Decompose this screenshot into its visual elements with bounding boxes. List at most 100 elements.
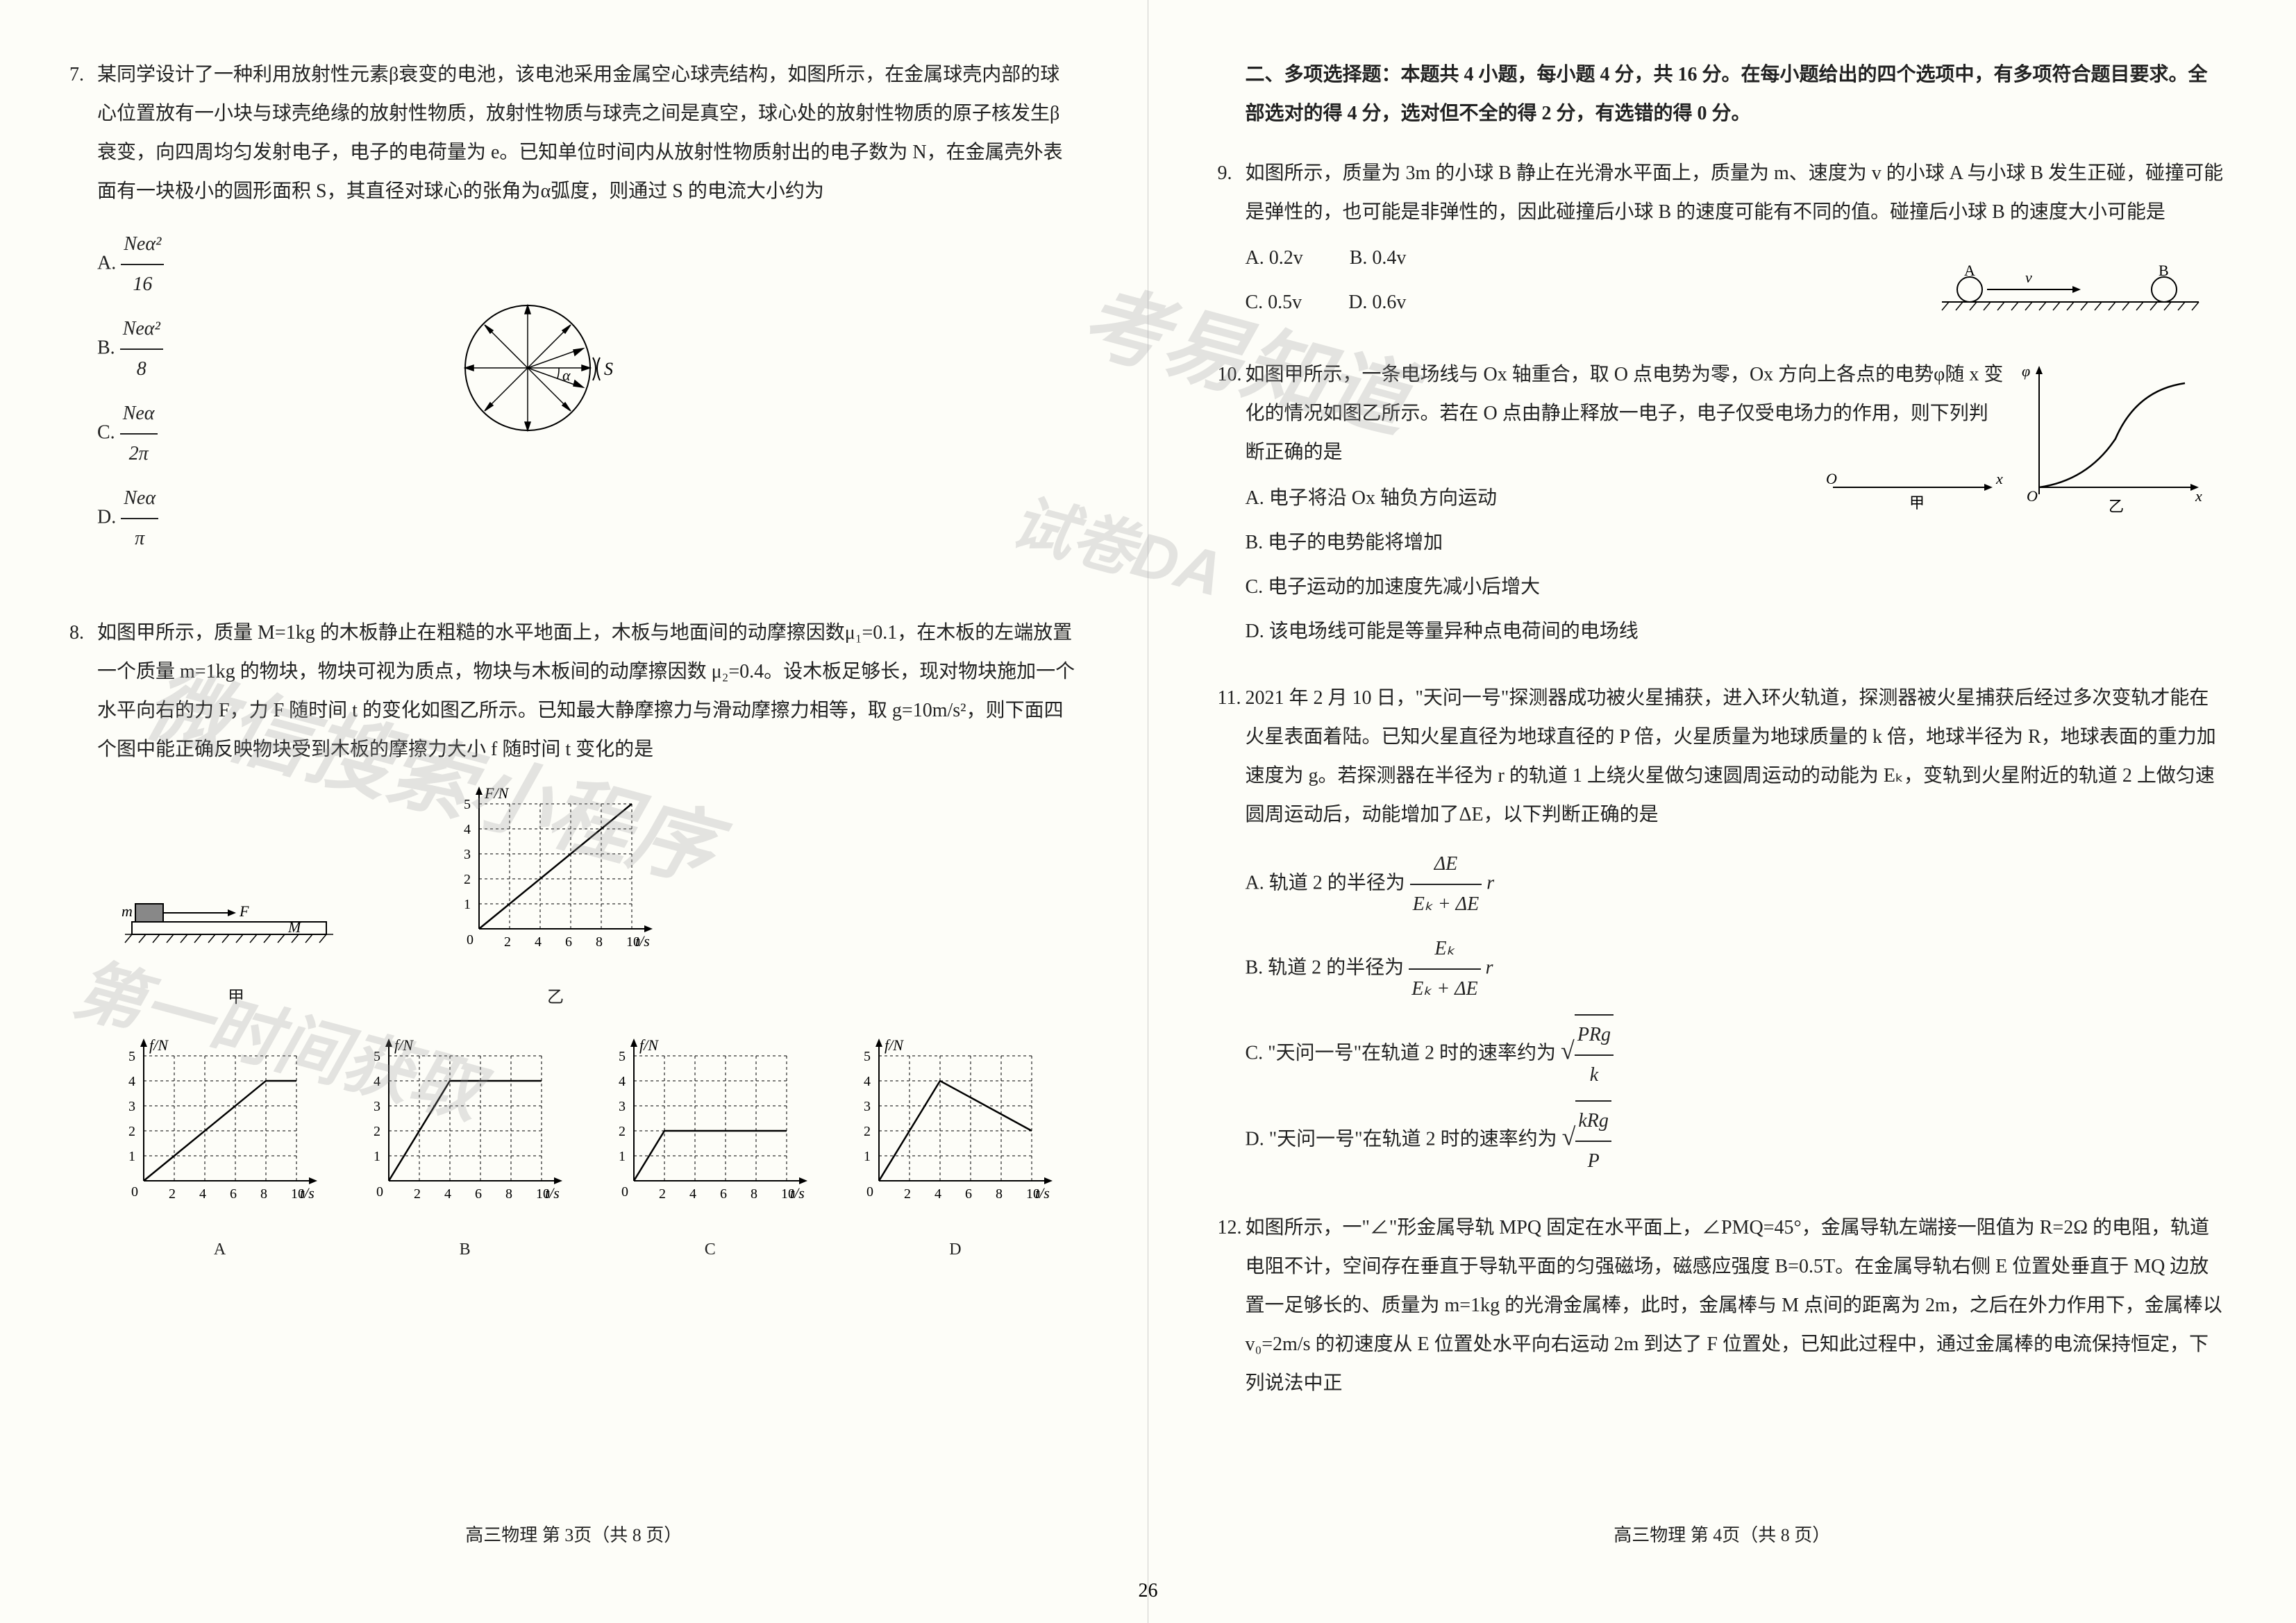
svg-text:f/N: f/N	[639, 1036, 659, 1054]
svg-text:4: 4	[935, 1186, 941, 1202]
svg-text:4: 4	[689, 1186, 696, 1202]
svg-text:6: 6	[230, 1186, 237, 1202]
svg-text:f/N: f/N	[394, 1036, 414, 1054]
fraction: ΔE Eₖ + ΔE	[1410, 845, 1482, 924]
denominator: 16	[121, 265, 164, 304]
numerator: PRg	[1575, 1016, 1614, 1056]
b-label: B	[2159, 265, 2169, 279]
sqrt-fraction: kRg P	[1575, 1100, 1611, 1181]
q7-number: 7.	[69, 56, 97, 94]
q10-number: 10.	[1218, 355, 1246, 394]
q9-option-b: B. 0.4v	[1350, 239, 1407, 278]
svg-text:3: 3	[864, 1099, 871, 1114]
q11-option-a: A. 轨道 2 的半径为 ΔE Eₖ + ΔE r	[1246, 845, 2227, 924]
question-11: 11. 2021 年 2 月 10 日，"天问一号"探测器成功被火星捕获，进入环…	[1218, 679, 2227, 1181]
section-2-header: 二、多项选择题：本题共 4 小题，每小题 4 分，共 16 分。在每小题给出的四…	[1246, 56, 2227, 133]
denominator: 8	[120, 350, 163, 389]
question-12: 12. 如图所示，一"∠"形金属导轨 MPQ 固定在水平面上，∠PMQ=45°，…	[1218, 1209, 2227, 1403]
svg-text:3: 3	[464, 847, 471, 862]
caption-jia: 甲	[1909, 494, 1925, 512]
denominator: Eₖ + ΔE	[1409, 970, 1480, 1009]
q10-diagram-bottom: φ O x 乙	[2018, 355, 2213, 522]
q7-option-d: D. Neα π	[97, 479, 1078, 558]
opt-label: D. "天问一号"在轨道 2 时的速率约为	[1246, 1128, 1557, 1150]
svg-text:8: 8	[996, 1186, 1003, 1202]
svg-text:0: 0	[621, 1184, 628, 1200]
svg-text:5: 5	[619, 1049, 626, 1064]
svg-text:1: 1	[864, 1149, 871, 1164]
opt-label: A.	[97, 252, 116, 274]
a-label: A	[1964, 265, 1975, 279]
label-a: A	[109, 1233, 331, 1266]
svg-text:4: 4	[619, 1074, 626, 1089]
x-label: x	[2195, 487, 2202, 505]
opt-label: C.	[97, 421, 115, 443]
svg-text:f/N: f/N	[149, 1036, 169, 1054]
question-9: 9. 如图所示，质量为 3m 的小球 B 静止在光滑水平面上，质量为 m、速度为…	[1218, 154, 2227, 328]
svg-text:t/s: t/s	[790, 1184, 805, 1202]
svg-text:4: 4	[444, 1186, 451, 1202]
bottom-page-number: 26	[1139, 1580, 1158, 1602]
svg-text:0: 0	[131, 1184, 138, 1200]
numerator: Neα²	[120, 310, 163, 350]
graph-c: 123452468100f/Nt/s C	[599, 1035, 821, 1266]
q9-number: 9.	[1218, 154, 1246, 193]
svg-text:4: 4	[374, 1074, 380, 1089]
opt-label: B.	[97, 337, 115, 358]
svg-text:1: 1	[374, 1149, 380, 1164]
denominator: 2π	[120, 435, 158, 473]
svg-text:2: 2	[504, 934, 511, 950]
svg-text:0: 0	[376, 1184, 383, 1200]
v-label: v	[2025, 269, 2032, 286]
question-10: 10. 如图甲所示，一条电场线与 Ox 轴重合，取 O 点电势为零，Ox 方向上…	[1218, 355, 2227, 651]
f-label: F	[239, 902, 249, 920]
svg-text:0: 0	[467, 932, 474, 948]
question-8: 8. 如图甲所示，质量 M=1kg 的木板静止在粗糙的水平地面上，木板与地面间的…	[69, 614, 1078, 1266]
s-label: S	[604, 359, 613, 379]
graph-a: 123452468100f/Nt/s A	[109, 1035, 331, 1266]
svg-text:4: 4	[199, 1186, 206, 1202]
big-m-label: M	[287, 918, 302, 936]
numerator: Neα	[120, 394, 158, 435]
q9-option-d: D. 0.6v	[1348, 283, 1406, 322]
svg-text:6: 6	[475, 1186, 482, 1202]
opt-label: B. 轨道 2 的半径为	[1246, 957, 1405, 978]
svg-text:1: 1	[619, 1149, 626, 1164]
svg-text:8: 8	[751, 1186, 757, 1202]
x-label: x	[1995, 470, 2003, 487]
q8-answer-graphs: 123452468100f/Nt/s A 123452468100f/Nt/s …	[97, 1035, 1078, 1266]
numerator: Eₖ	[1409, 930, 1480, 970]
page-footer-right: 高三物理 第 4页（共 8 页）	[1218, 1517, 2227, 1554]
q12-number: 12.	[1218, 1209, 1246, 1247]
denominator: P	[1575, 1142, 1611, 1181]
denominator: k	[1575, 1056, 1614, 1095]
fraction: Neα² 8	[120, 310, 163, 389]
svg-text:4: 4	[128, 1074, 135, 1089]
svg-text:t/s: t/s	[635, 932, 650, 950]
svg-text:3: 3	[374, 1099, 380, 1114]
q11-number: 11.	[1218, 679, 1246, 718]
q10-diagram-top: O x 甲	[1819, 466, 2013, 522]
svg-text:6: 6	[565, 934, 572, 950]
svg-text:1: 1	[128, 1149, 135, 1164]
sqrt-fraction: PRg k	[1575, 1014, 1614, 1095]
svg-text:2: 2	[619, 1124, 626, 1139]
page-footer-left: 高三物理 第 3页（共 8 页）	[69, 1517, 1078, 1554]
svg-text:f/N: f/N	[885, 1036, 904, 1054]
q11-option-b: B. 轨道 2 的半径为 Eₖ Eₖ + ΔE r	[1246, 930, 2227, 1009]
fraction: Eₖ Eₖ + ΔE	[1409, 930, 1480, 1009]
label-b: B	[354, 1233, 576, 1266]
label-c: C	[599, 1233, 821, 1266]
opt-label: C. "天问一号"在轨道 2 时的速率约为	[1246, 1042, 1557, 1063]
numerator: Neα²	[121, 225, 164, 265]
q11-option-c: C. "天问一号"在轨道 2 时的速率约为 √ PRg k	[1246, 1014, 2227, 1095]
svg-text:2: 2	[464, 872, 471, 887]
svg-text:6: 6	[965, 1186, 972, 1202]
numerator: Neα	[121, 479, 158, 519]
svg-text:2: 2	[904, 1186, 911, 1202]
caption-jia: 甲	[111, 981, 361, 1014]
q10-diagrams: O x 甲 φ O x 乙	[1819, 355, 2213, 536]
svg-text:2: 2	[659, 1186, 666, 1202]
denominator: π	[121, 519, 158, 558]
svg-text:1: 1	[464, 897, 471, 912]
